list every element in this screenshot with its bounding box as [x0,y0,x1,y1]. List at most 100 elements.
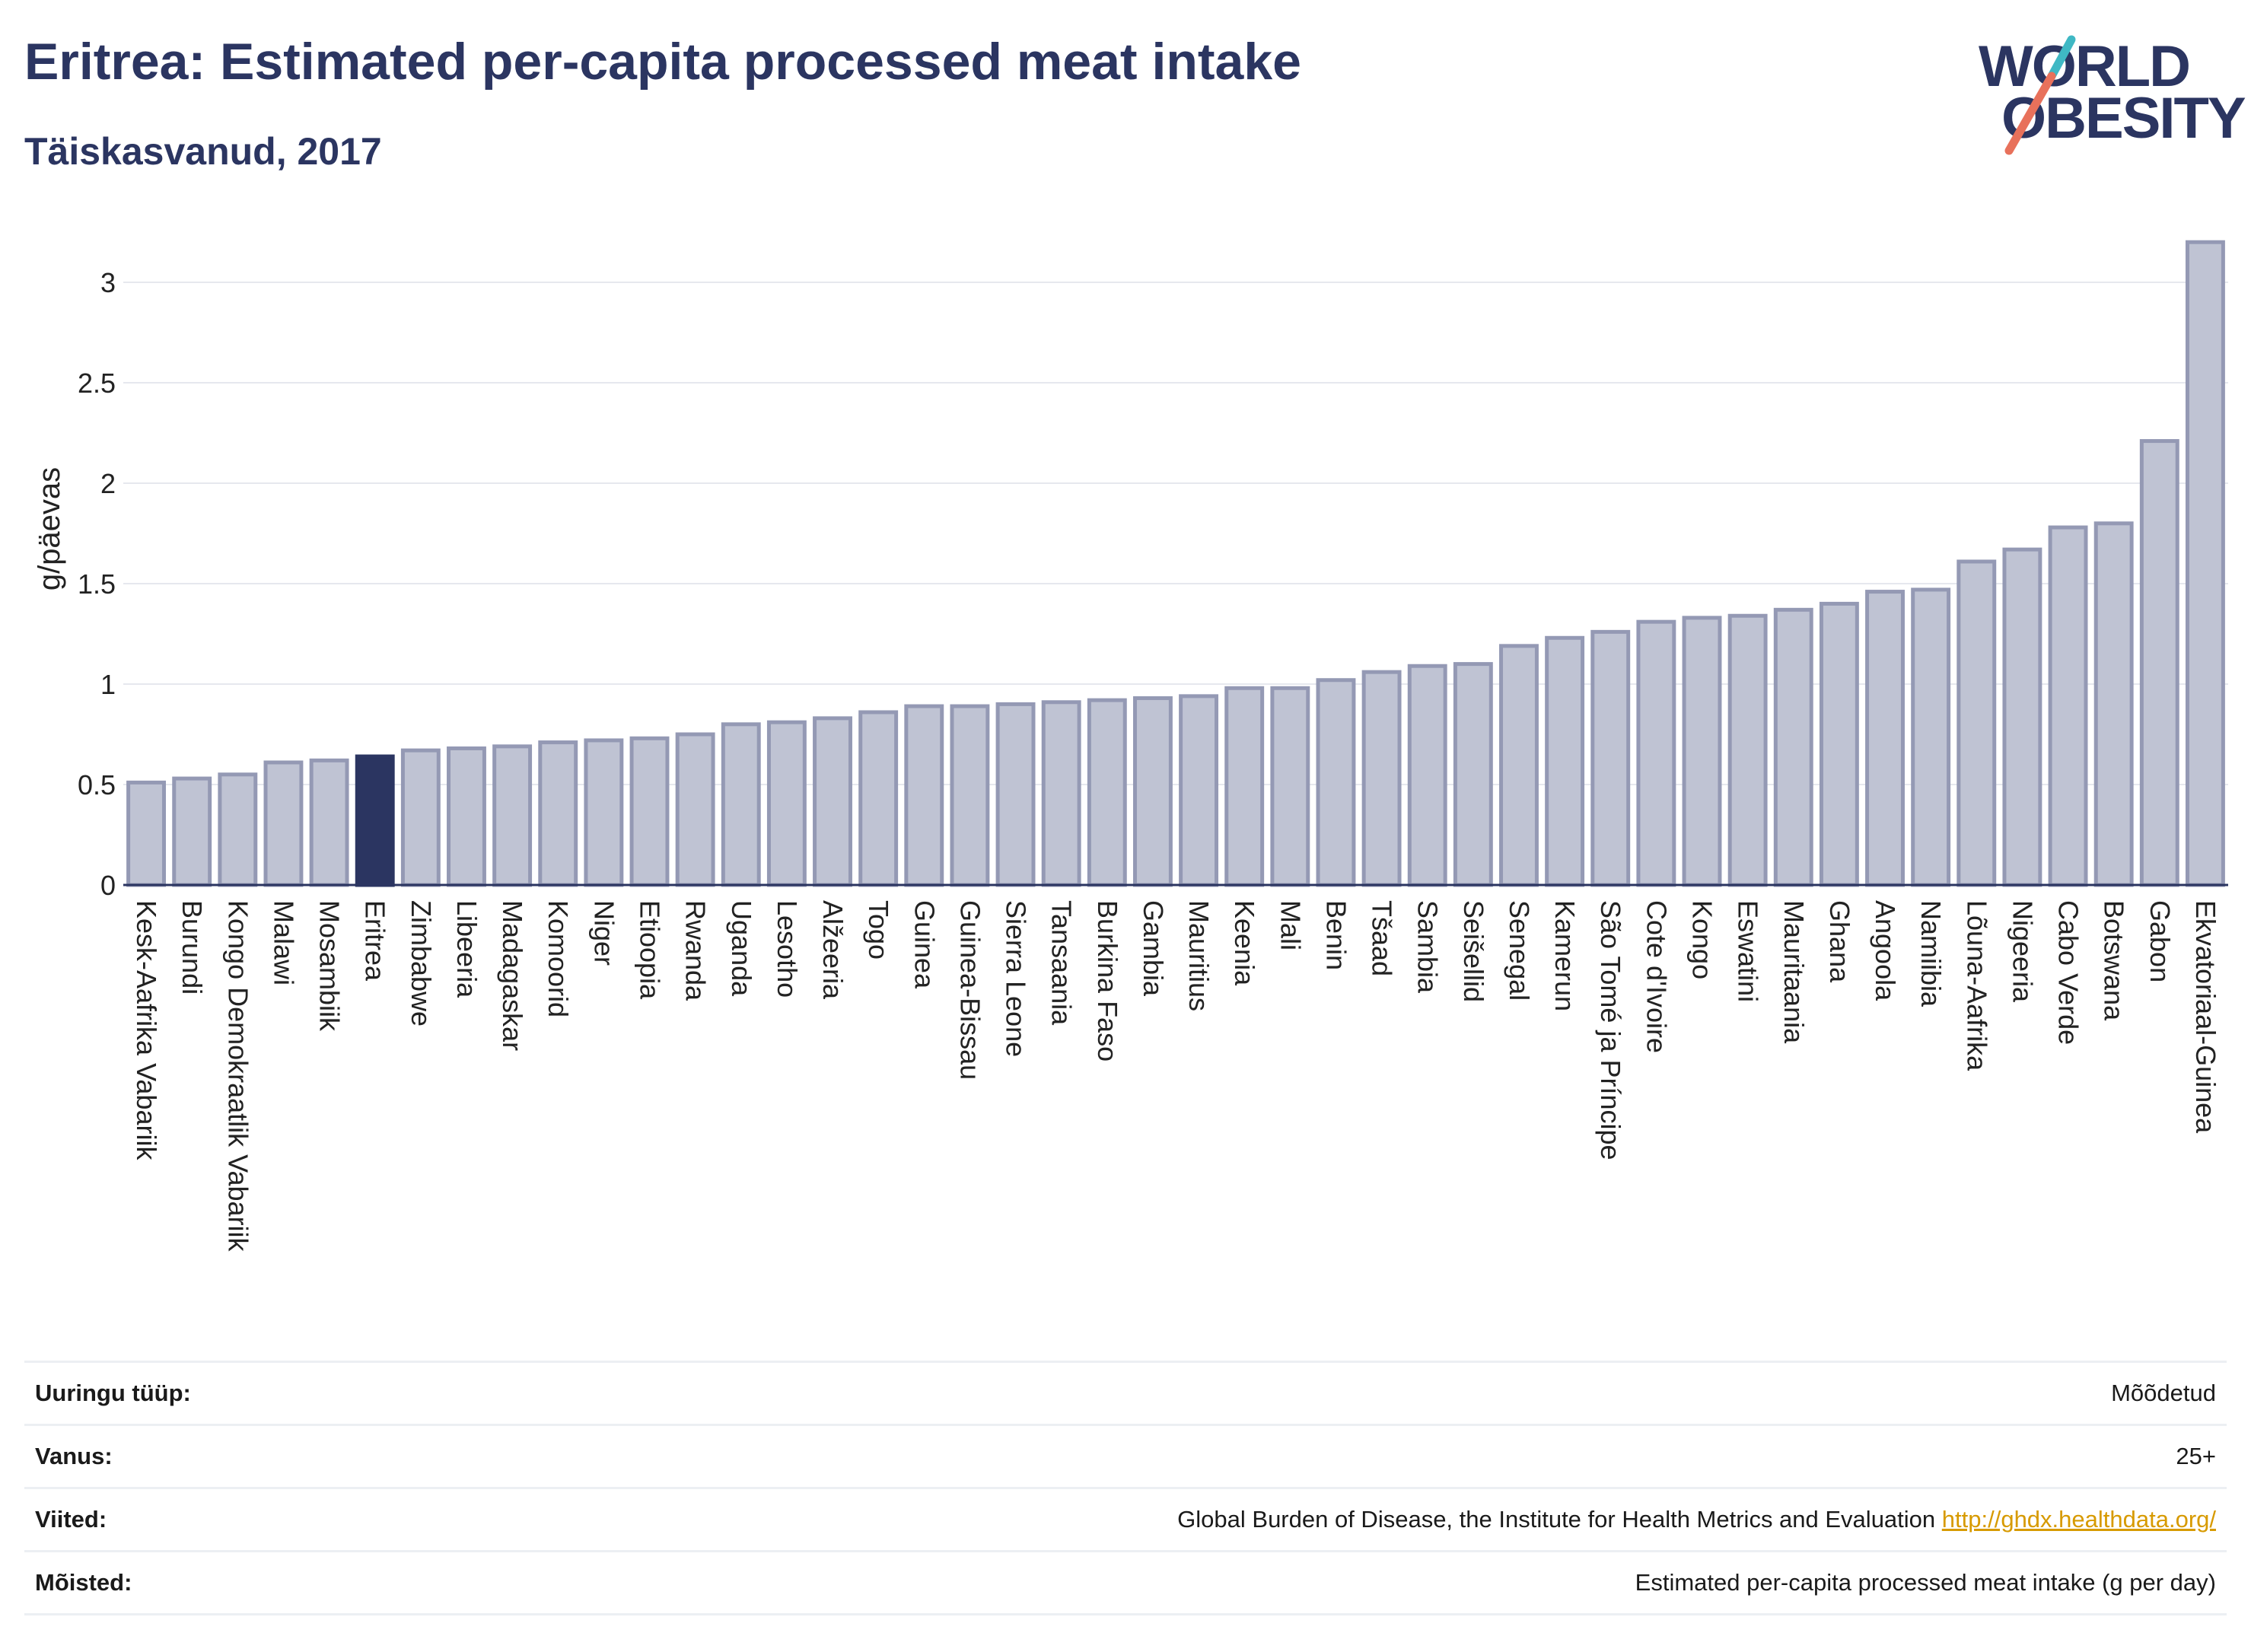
x-tick-label: Mauritius [1183,900,1215,1011]
bar-chart: 0 0.5 1 1.5 2 2.5 3 Kesk-Aafrika Vabariik Burun… [33,240,2228,1253]
x-tick-label: Gambia [1138,900,1169,997]
bar[interactable] [1453,662,1493,887]
x-tick-label: Kamerun [1549,900,1581,1011]
bar[interactable] [858,710,899,887]
bar[interactable] [2093,521,2134,887]
bar[interactable] [1224,686,1265,887]
bar[interactable] [766,720,807,887]
bar[interactable] [721,722,761,887]
x-tick-label: Malawi [268,900,299,985]
x-tick-label: Ekvatoriaal-Guinea [2190,900,2221,1134]
bar[interactable] [1545,635,1585,887]
x-tick-label: Keenia [1229,900,1260,986]
x-tick-label: Cabo Verde [2053,900,2084,1045]
bar[interactable] [1087,698,1127,887]
bar[interactable] [904,704,944,887]
bar-highlight[interactable] [355,754,395,887]
x-tick-label: Tansaania [1046,900,1078,1026]
bar[interactable] [675,732,715,887]
bar[interactable] [218,772,258,887]
bar[interactable] [950,704,990,887]
x-tick-label: Botswana [2099,900,2130,1021]
bar[interactable] [447,746,486,887]
chart-title: Eritrea: Estimated per-capita processed … [24,33,1301,91]
bar[interactable] [172,776,212,887]
world-obesity-logo[interactable]: WORLD OBESITY [1979,23,2246,167]
x-axis: Kesk-Aafrika Vabariik Burundi Kongo Demokr… [123,883,2228,1253]
logo-slash-teal [2047,35,2076,81]
x-tick-label: Sambia [1412,900,1444,994]
bar[interactable] [1636,619,1676,887]
bar[interactable] [1270,686,1310,887]
bar[interactable] [1316,678,1356,887]
x-tick-label: Lesotho [772,900,803,998]
logo-slash-coral [2004,72,2056,155]
x-tick-label: Rwanda [680,900,712,1001]
bar[interactable] [309,758,349,887]
y-tick-label: 2.5 [78,368,116,399]
bar[interactable] [1407,664,1447,887]
x-tick-label: Nigeeria [2007,900,2038,1003]
bar[interactable] [2048,525,2088,887]
bar[interactable] [1773,607,1813,887]
bar[interactable] [1911,587,1951,887]
x-tick-label: Kesk-Aafrika Vabariik [131,900,162,1160]
logo-text-world: WORLD [1979,34,2191,99]
bar[interactable] [1819,601,1859,887]
bar[interactable] [538,740,578,887]
bar[interactable] [400,748,441,887]
info-value: 25+ [2176,1443,2216,1469]
x-tick-label: Burkina Faso [1092,900,1123,1062]
bar[interactable] [584,738,624,887]
x-tick-label: Etioopia [635,900,666,1000]
bar[interactable] [126,780,167,887]
x-tick-label: Alžeeria [817,900,849,1000]
bar[interactable] [1041,700,1081,887]
bar[interactable] [2185,240,2225,887]
x-tick-label: Senegal [1504,900,1535,1001]
info-label: Viited: [35,1506,107,1533]
x-tick-label: Ghana [1824,900,1855,983]
x-tick-label: Tšaad [1367,900,1398,976]
bar[interactable] [813,716,852,887]
bar[interactable] [629,736,670,887]
bar[interactable] [1361,670,1402,887]
bar[interactable] [2002,547,2042,887]
info-row-definitions: Mõisted: Estimated per-capita processed … [24,1552,2227,1615]
x-tick-label: Sierra Leone [1001,900,1032,1057]
y-tick-label: 3 [100,267,116,298]
info-table: Uuringu tüüp: Mõõdetud Vanus: 25+ Viited… [24,1361,2227,1615]
chart-subtitle: Täiskasvanud, 2017 [24,130,382,173]
x-tick-label: Lõuna-Aafrika [1961,900,1992,1071]
bar[interactable] [1956,559,1997,887]
bar[interactable] [1727,613,1768,887]
bar[interactable] [263,760,304,887]
info-label: Uuringu tüüp: [35,1380,191,1406]
info-row-survey-type: Uuringu tüüp: Mõõdetud [24,1363,2227,1426]
y-axis: 0 0.5 1 1.5 2 2.5 3 [78,267,116,901]
bar[interactable] [1499,644,1539,887]
bar[interactable] [2139,439,2179,887]
y-tick-label: 1 [100,669,116,700]
x-tick-label: Eswatini [1733,900,1764,1002]
bar[interactable] [492,744,533,887]
x-tick-label: Guinea-Bissau [954,900,985,1080]
x-tick-label: Mauritaania [1778,900,1810,1044]
bars [126,240,2225,887]
reference-link[interactable]: http://ghdx.healthdata.org/ [1941,1506,2216,1533]
bar[interactable] [1590,629,1631,887]
y-tick-label: 1.5 [78,568,116,600]
bar[interactable] [1179,694,1219,887]
bar[interactable] [995,702,1036,887]
info-value: Global Burden of Disease, the Institute … [1177,1506,2216,1533]
x-tick-label: Eritrea [360,900,391,982]
x-tick-label: Komoorid [543,900,574,1017]
x-tick-label: Mosambiik [314,900,345,1032]
bar[interactable] [1865,590,1905,887]
x-tick-label: Niger [588,900,619,966]
bar[interactable] [1682,616,1722,887]
x-tick-label: Benin [1320,900,1352,970]
bar[interactable] [1132,695,1173,887]
info-row-references: Viited: Global Burden of Disease, the In… [24,1489,2227,1552]
info-value: Mõõdetud [2111,1380,2216,1406]
